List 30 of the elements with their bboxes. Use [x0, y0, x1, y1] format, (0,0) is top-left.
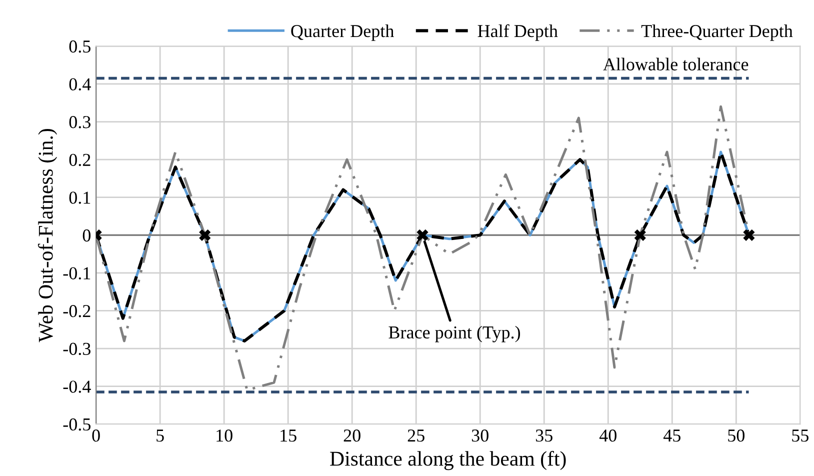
- x-tick-label: 20: [344, 430, 360, 442]
- x-tick-label: 15: [280, 430, 296, 442]
- x-tick-label: 45: [663, 430, 680, 442]
- y-tick-label: -0.4: [63, 380, 91, 393]
- x-tick-label: 50: [728, 430, 744, 442]
- x-tick-label: 55: [792, 430, 808, 442]
- x-tick-label: 10: [216, 430, 232, 442]
- y-tick-label: -0.3: [63, 342, 90, 356]
- ref-line-label: Allowable tolerance: [603, 58, 748, 70]
- x-tick-label: 30: [472, 430, 488, 442]
- legend-label: Half Depth: [478, 24, 558, 41]
- y-tick-label: 0.2: [69, 154, 90, 166]
- y-tick-label: -0.2: [63, 304, 90, 318]
- y-tick-label: 0: [82, 229, 91, 242]
- x-tick-label: 40: [599, 430, 616, 442]
- y-tick-label: 0.3: [69, 116, 90, 128]
- legend-label: Three-Quarter Depth: [641, 24, 793, 41]
- y-tick-label: 0.5: [69, 40, 90, 53]
- x-tick-label: 25: [408, 430, 424, 442]
- x-axis-title: Distance along the beam (ft): [330, 450, 566, 470]
- y-axis-title: Web Out-of-Flatness (in.): [38, 128, 58, 342]
- x-tick-label: 0: [92, 430, 100, 442]
- y-tick-label: 0.4: [69, 78, 91, 90]
- x-tick-label: 5: [156, 430, 164, 442]
- y-tick-label: 0.1: [69, 192, 90, 204]
- x-tick-label: 35: [536, 430, 552, 442]
- annotation: Brace point (Typ.): [388, 326, 520, 342]
- legend-label: Quarter Depth: [291, 24, 394, 41]
- y-tick-label: -0.5: [63, 418, 90, 431]
- y-tick-label: -0.1: [63, 267, 90, 280]
